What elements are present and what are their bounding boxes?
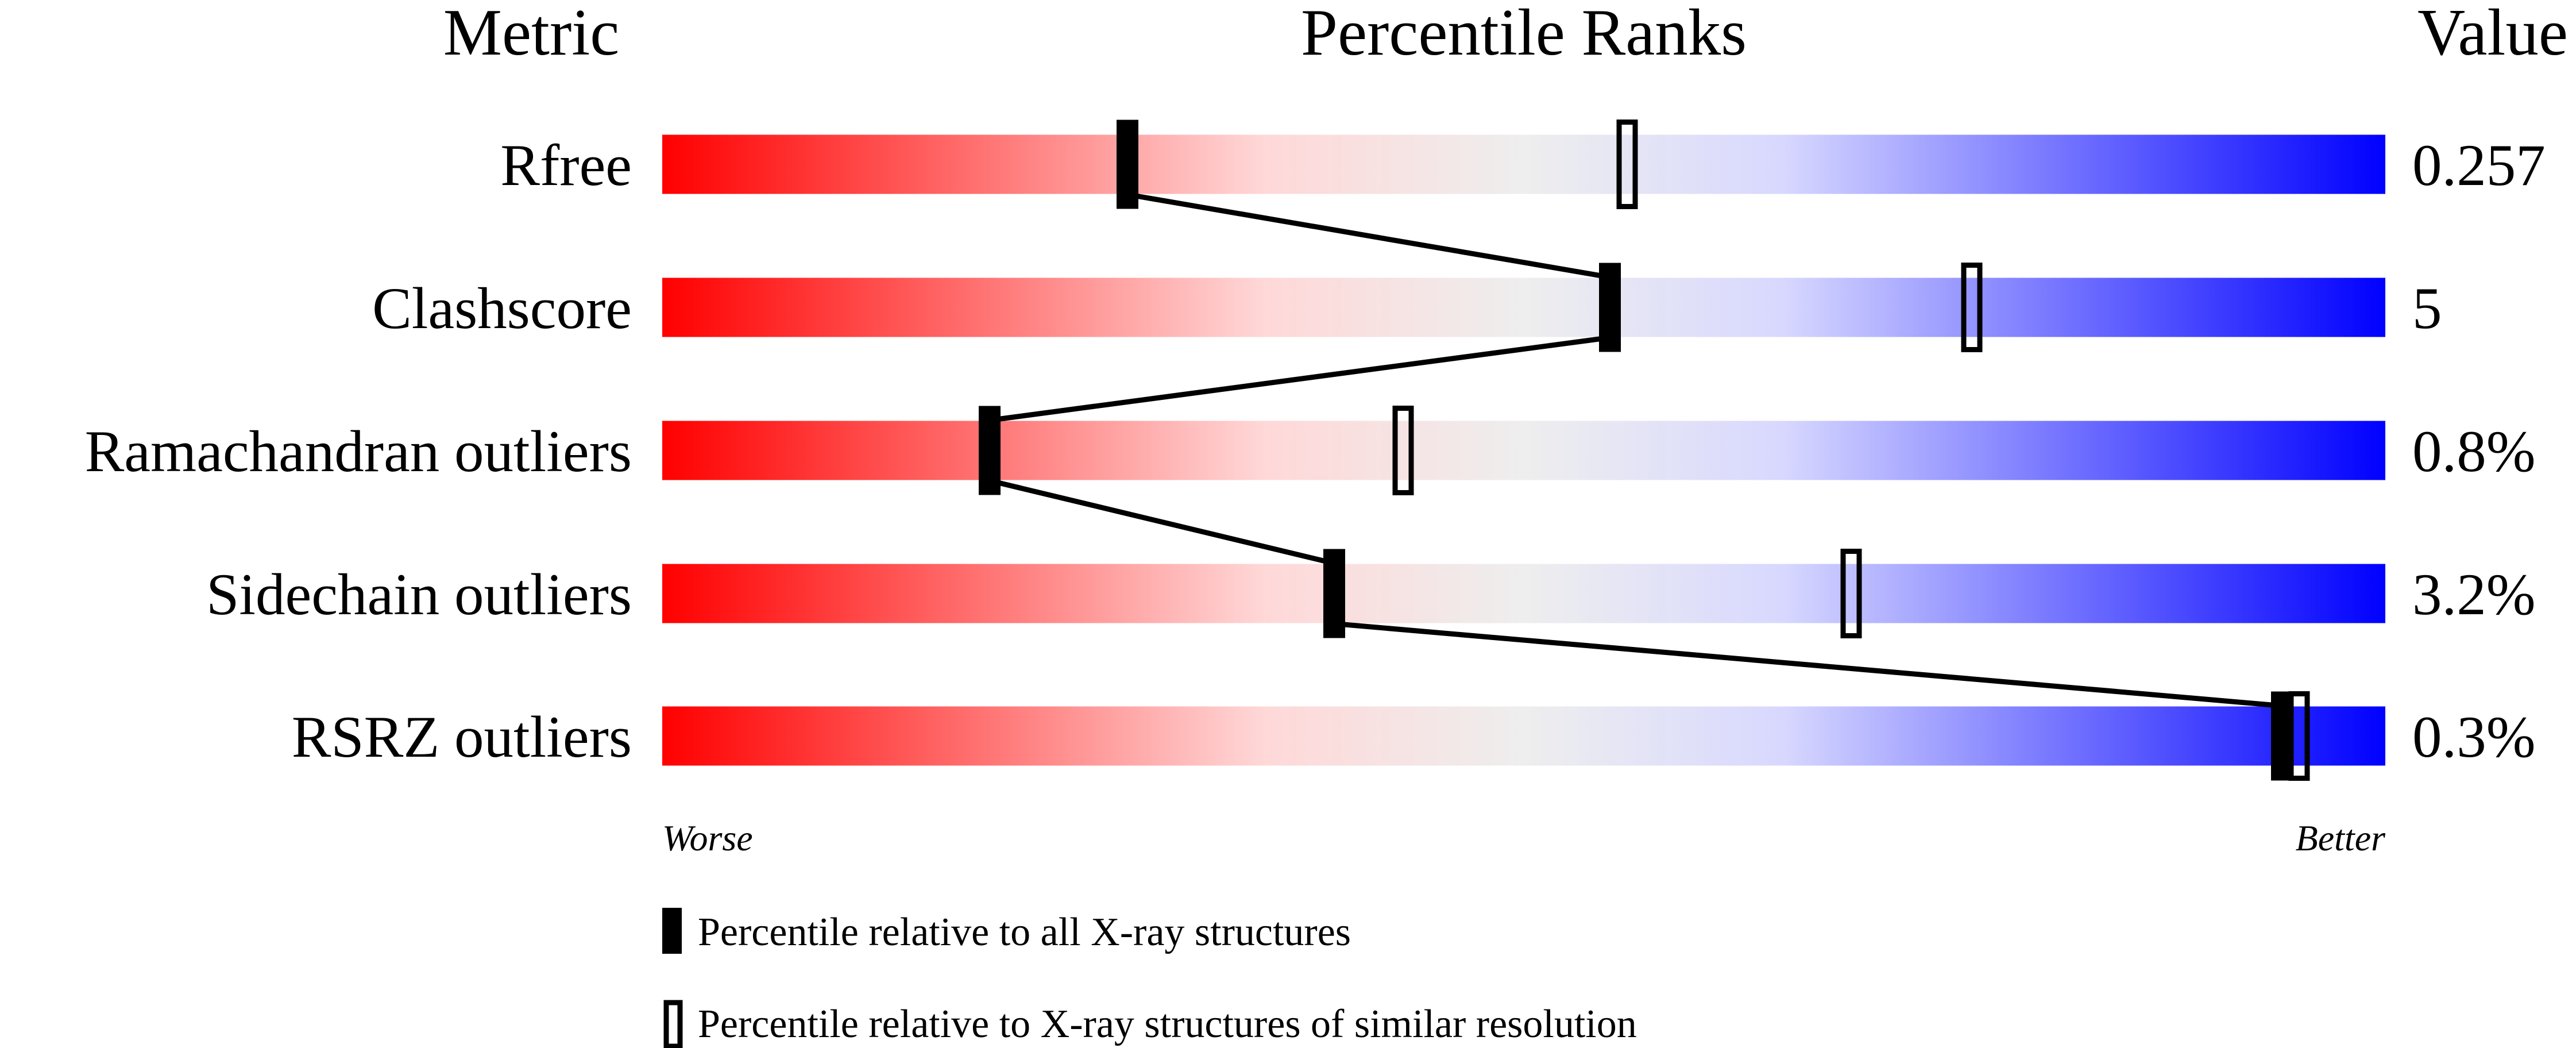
axis-better-label: Better [2296, 818, 2386, 858]
all-structures-percentile-marker [2271, 691, 2293, 781]
legend-hollow-marker-icon [663, 1000, 683, 1048]
similar-resolution-percentile-marker [1392, 406, 1414, 495]
metric-value: 3.2% [2412, 562, 2536, 627]
legend-filled-marker-icon [662, 908, 682, 954]
all-structures-percentile-marker [1323, 549, 1345, 638]
legend-label-similar: Percentile relative to X-ray structures … [698, 1002, 1637, 1046]
gradient-bar [662, 134, 2385, 194]
gradient-bar [662, 278, 2385, 337]
legend-label-all: Percentile relative to all X-ray structu… [698, 910, 1351, 954]
header-metric: Metric [443, 0, 620, 69]
connector-line [1127, 192, 1611, 280]
similar-resolution-percentile-marker [2288, 691, 2310, 781]
metric-value: 0.3% [2412, 704, 2536, 770]
metric-label: Sidechain outliers [206, 562, 632, 627]
connector-line [988, 478, 1335, 566]
metric-value: 0.8% [2412, 419, 2536, 484]
metric-value: 0.257 [2412, 133, 2546, 198]
gradient-bar [662, 564, 2385, 623]
metric-label: RSRZ outliers [292, 704, 632, 770]
connector-line [1334, 621, 2283, 708]
all-structures-percentile-marker [979, 406, 1001, 495]
metric-value: 5 [2412, 276, 2442, 341]
header-percentile-ranks: Percentile Ranks [1301, 0, 1747, 69]
header-value: Value [2417, 0, 2568, 69]
all-structures-percentile-marker [1117, 120, 1138, 209]
gradient-bar [662, 421, 2385, 480]
similar-resolution-percentile-marker [1616, 120, 1638, 209]
metric-label: Clashscore [372, 276, 632, 341]
connector-line [989, 335, 1611, 423]
similar-resolution-percentile-marker [1840, 549, 1862, 638]
metric-label: Ramachandran outliers [85, 419, 632, 484]
metric-label: Rfree [500, 133, 632, 198]
all-structures-percentile-marker [1599, 263, 1621, 352]
axis-worse-label: Worse [662, 818, 753, 858]
similar-resolution-percentile-marker [1961, 263, 1983, 352]
gradient-bar [662, 706, 2385, 766]
